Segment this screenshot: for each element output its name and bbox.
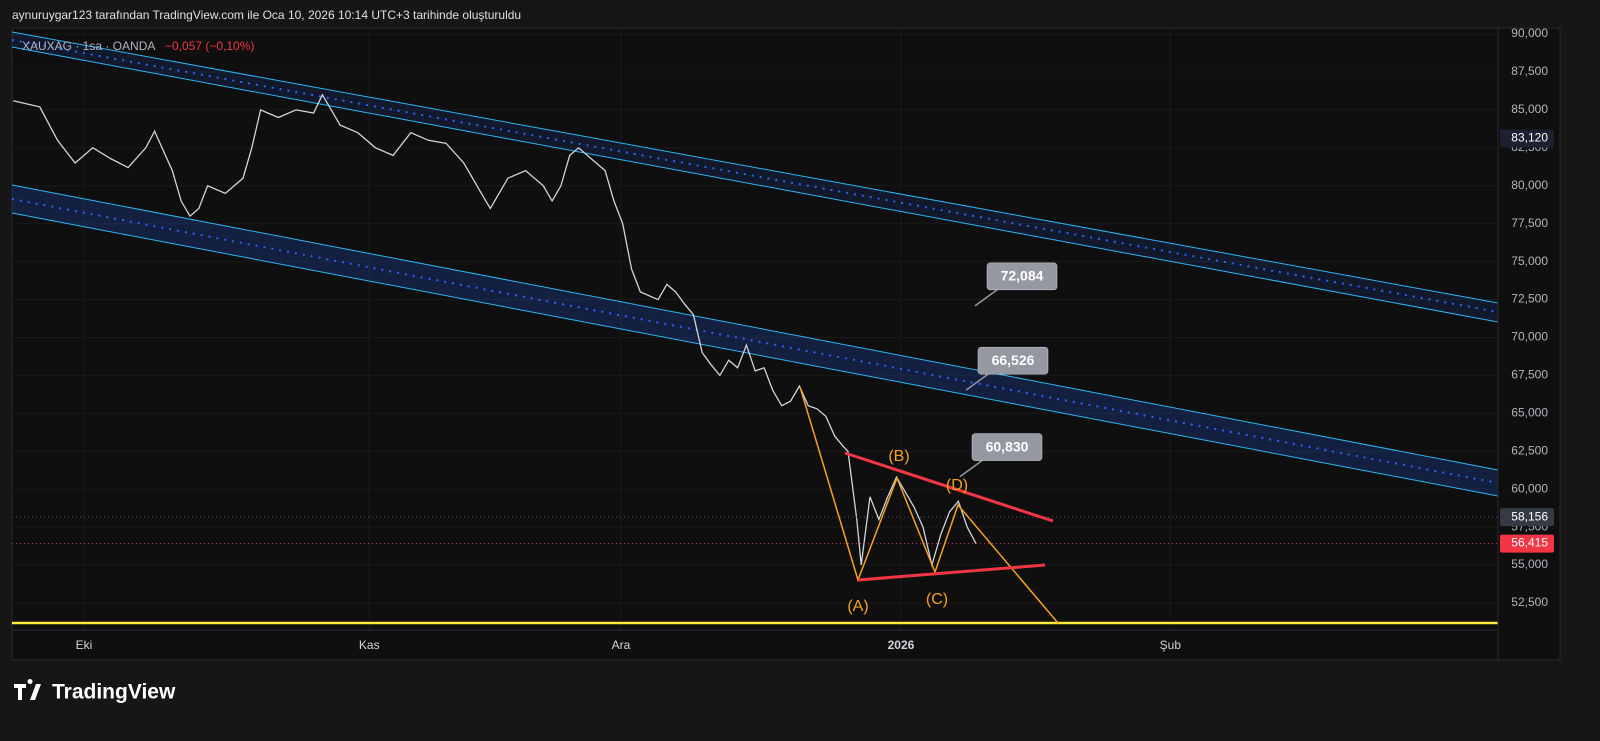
y-tick-label: 67,500 [1511, 368, 1548, 382]
y-tick-label: 60,000 [1511, 481, 1548, 495]
pattern: (A) (B) (C) (D) [799, 386, 1059, 624]
callout-box [971, 433, 1043, 461]
channel-line [11, 46, 1499, 323]
callout-box [977, 346, 1049, 375]
logo: TradingView [14, 679, 176, 704]
wave-label: (A) [847, 598, 868, 615]
y-tick-label: 77,500 [1511, 216, 1548, 230]
x-tick-label: Ara [612, 638, 631, 652]
x-tick-label: Şub [1160, 638, 1182, 652]
y-tick-label: 70,000 [1511, 330, 1548, 344]
callout-label: 60,830 [986, 438, 1029, 454]
drawings [11, 31, 1499, 625]
callout-label: 66,526 [992, 352, 1035, 368]
lower-channel-fill [12, 185, 1498, 496]
header: aynuruygar123 tarafından TradingView.com… [12, 8, 521, 22]
abcd-wave [799, 386, 1059, 624]
wave-label: (C) [926, 591, 948, 608]
chart-panel [11, 27, 1561, 661]
y-tick-label: 80,000 [1511, 178, 1548, 192]
triangle-lower [857, 563, 1046, 582]
channel-line [11, 31, 1499, 304]
y-tick-label: 75,000 [1511, 254, 1548, 268]
y-tick-label: 85,000 [1511, 102, 1548, 116]
price-tag [1500, 129, 1554, 148]
price-tag-label: 56,415 [1511, 536, 1548, 550]
x-tick-label: 2026 [888, 638, 915, 652]
channel-line [11, 184, 1499, 471]
y-tick-label: 65,000 [1511, 406, 1548, 420]
y-tick-label: 55,000 [1511, 557, 1548, 571]
symbol: XAUXAG · 1sa · OANDA [22, 39, 155, 53]
logo-icon [14, 679, 41, 700]
price-tag-label: 58,156 [1511, 509, 1548, 523]
y-tick-label: 52,500 [1511, 595, 1548, 609]
y-tick-label: 90,000 [1511, 26, 1548, 40]
price-line [13, 93, 977, 568]
channel-line [11, 212, 1499, 497]
callout-pointer [959, 459, 983, 478]
x-tick-label: Kas [359, 638, 380, 652]
y-tick-label: 87,500 [1511, 64, 1548, 78]
callout-pointer [965, 373, 989, 391]
triangle-upper [844, 451, 1054, 523]
wave-label: (D) [946, 477, 968, 494]
price-tag [1500, 534, 1554, 553]
change: −0,057 (−0,10%) [165, 39, 254, 53]
callout-box [986, 262, 1058, 291]
x-tick-label: Eki [76, 638, 93, 652]
logo-text: TradingView [52, 681, 176, 704]
price-tag-label: 83,120 [1511, 131, 1548, 145]
y-tick-label: 62,500 [1511, 443, 1548, 457]
callout-pointer [974, 289, 998, 307]
wave-label: (B) [888, 448, 909, 465]
upper-channel-fill [12, 32, 1498, 322]
y-tick-label: 72,500 [1511, 292, 1548, 306]
price-tag [1500, 508, 1554, 527]
callout-label: 72,084 [1001, 268, 1044, 284]
